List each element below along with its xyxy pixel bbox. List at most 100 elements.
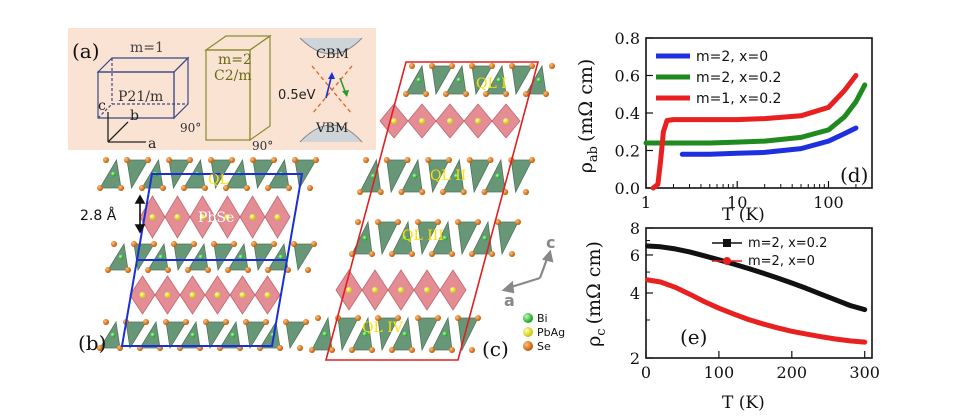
chart-e-series-line-0 — [645, 243, 868, 313]
se-atom — [475, 315, 481, 321]
pbag-atom — [391, 118, 397, 124]
panel-b-unit-cell — [120, 173, 304, 347]
ql-octahedron — [227, 242, 249, 271]
ql-octahedron — [417, 221, 439, 256]
chart-d-ylabel-main: ρ — [575, 162, 597, 173]
chart-e-legend: m=2, x=0.2 m=2, x=0 — [712, 236, 827, 269]
pbag-atom — [224, 214, 231, 220]
se-atom — [292, 157, 298, 163]
se-atom — [363, 157, 369, 163]
se-atom — [271, 157, 277, 163]
ql-octahedron — [107, 242, 129, 271]
chart-e-ticks: 0 100 200 300 2 4 6 8 — [630, 219, 880, 382]
se-atom — [211, 241, 217, 247]
atom-legend: Bi PbAg Se — [523, 312, 565, 353]
bi-atom — [110, 332, 116, 338]
chart-d-panel-label: (d) — [840, 163, 868, 187]
cell1-group-label: P21/m — [118, 89, 163, 105]
se-atom — [455, 315, 461, 321]
ql-octahedron — [173, 243, 195, 272]
unit-cell-m2 — [204, 34, 272, 142]
bi-atom — [362, 235, 368, 241]
panel-c-axis-c-label: c — [546, 233, 555, 252]
ql-octahedron — [99, 158, 122, 189]
se-atom — [549, 63, 555, 69]
se-atom — [163, 319, 169, 325]
se-atom — [389, 251, 395, 257]
se-atom — [395, 219, 401, 225]
pbag-atom — [447, 118, 453, 124]
ql-octahedron — [285, 321, 307, 350]
axes-arrows — [107, 112, 146, 143]
se-atom — [355, 315, 361, 321]
bi-atom — [402, 235, 408, 241]
se-atom — [124, 157, 130, 163]
se-atom — [449, 347, 455, 353]
pbag-atom — [346, 287, 352, 293]
se-atom — [409, 347, 415, 353]
chart-d-ticks: 1 10 100 0.0 0.2 0.4 0.6 0.8 — [615, 29, 873, 212]
se-atom — [307, 185, 313, 191]
bi-atom — [278, 254, 284, 260]
chart-d-ytick-label: 0.4 — [615, 104, 640, 123]
panel-b-ql-label: QL — [208, 172, 229, 188]
se-atom — [383, 157, 390, 163]
pbse-layer-c1 — [379, 103, 521, 139]
se-atom — [449, 251, 455, 257]
se-atom — [185, 267, 191, 273]
chart-d-series — [643, 73, 868, 191]
ql-octahedron — [431, 65, 453, 96]
pbse-layer-b2 — [129, 275, 281, 315]
bi-atom — [150, 332, 156, 338]
se-atom — [283, 319, 289, 325]
se-atom — [425, 157, 432, 163]
se-atom — [143, 319, 149, 325]
se-atom — [523, 91, 529, 97]
ql-octahedron — [391, 316, 413, 351]
chart-e-xlabel: T (K) — [722, 393, 765, 413]
se-atom — [446, 157, 452, 163]
svg-text:ρc(mΩ cm): ρc (mΩ cm) — [583, 241, 609, 347]
bi-atom — [230, 332, 236, 338]
se-atom — [469, 251, 475, 257]
se-atom — [118, 185, 124, 191]
se-atom — [429, 251, 435, 257]
chart-d-legend: m=2, x=0 m=2, x=0.2 m=1, x=0.2 — [656, 49, 781, 107]
se-atom — [271, 241, 277, 247]
se-atom — [523, 189, 529, 195]
ql-layer-c4 — [309, 315, 481, 353]
chart-d-ylabel-units: (mΩ cm) — [575, 59, 597, 142]
panel-b-label: (b) — [78, 331, 106, 355]
ql4-label: QL IV — [362, 320, 404, 336]
chart-e-legend-label-0: m=2, x=0.2 — [748, 236, 827, 251]
se-atom — [111, 241, 117, 247]
se-atom — [375, 315, 381, 321]
bi-atom — [442, 235, 448, 241]
pbag-atom — [264, 292, 271, 298]
chart-e-series-line-1 — [645, 277, 868, 345]
se-atom — [495, 219, 501, 225]
chart-d-series-line-0 — [679, 125, 859, 157]
ql1-label: QL I — [476, 76, 507, 92]
se-atom — [250, 157, 256, 163]
chart-d: 1 10 100 0.0 0.2 0.4 0.6 0.8 m=2, x=0 m=2, x=0.2… — [575, 29, 873, 225]
se-atom — [297, 345, 303, 351]
pbse-layer-c2 — [335, 269, 467, 311]
bi-atom — [322, 331, 328, 337]
ql-octahedron — [469, 159, 492, 194]
se-atom — [483, 91, 489, 97]
ql-octahedron — [405, 64, 427, 95]
se-atom — [203, 319, 209, 325]
ql-octahedron — [485, 64, 507, 95]
axis-a-label: a — [148, 136, 156, 152]
legend-se-dot — [523, 341, 533, 351]
ql-octahedron — [147, 242, 169, 271]
bi-atom — [453, 173, 459, 179]
se-atom — [463, 91, 469, 97]
ql-octahedron — [351, 316, 373, 351]
se-atom — [165, 267, 171, 273]
se-atom — [125, 267, 131, 273]
ql-octahedron — [165, 321, 187, 350]
chart-d-xtick-label: 100 — [813, 193, 844, 212]
